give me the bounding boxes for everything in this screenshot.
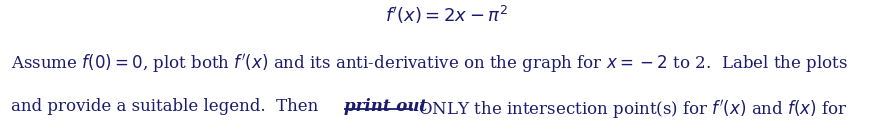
Text: Assume $f(0) = 0$, plot both $f'(x)$ and its anti-derivative on the graph for $x: Assume $f(0) = 0$, plot both $f'(x)$ and… xyxy=(11,52,847,75)
Text: $f'(x) = 2x - \pi^2$: $f'(x) = 2x - \pi^2$ xyxy=(385,4,508,26)
Text: ONLY the intersection point(s) for $f'(x)$ and $f(x)$ for: ONLY the intersection point(s) for $f'(x… xyxy=(413,98,847,121)
Text: print out: print out xyxy=(344,98,427,115)
Text: and provide a suitable legend.  Then: and provide a suitable legend. Then xyxy=(11,98,323,115)
